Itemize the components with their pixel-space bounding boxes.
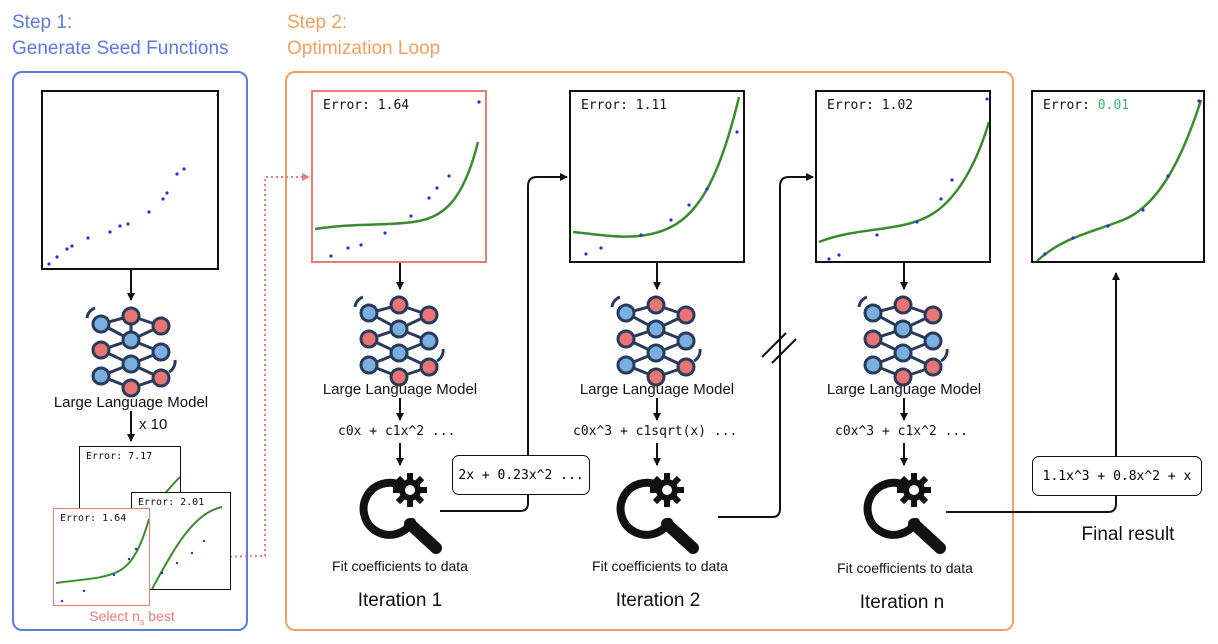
step1-frame: [12, 71, 248, 631]
iteration-n-function: c0x^3 + c1x^2 ...: [835, 424, 969, 439]
step1-title-line2: Generate Seed Functions: [12, 38, 229, 59]
iteration-1-label: Iteration 1: [357, 590, 443, 611]
iteration-1-error-label: Error: 1.64: [323, 98, 410, 113]
final-expression-pill: 1.1x^3 + 0.8x^2 + x: [1032, 456, 1202, 496]
seed-plot-3: Error: 1.64: [53, 508, 150, 606]
iteration-2-label: Iteration 2: [615, 590, 701, 611]
select-best-suffix: best: [144, 608, 175, 624]
final-result-label: Final result: [1081, 524, 1175, 545]
step1-title-line1: Step 1:: [12, 12, 73, 33]
iteration-2-error-label: Error: 1.11: [581, 98, 668, 113]
iteration-1-model-label: Large Language Model: [322, 381, 478, 398]
times-ten-label: x 10: [139, 416, 168, 433]
seed-plot-error-label: Error: 1.64: [60, 513, 127, 524]
select-best-subscript: s: [139, 616, 145, 627]
final-error-value: 0.01: [1097, 98, 1130, 113]
iteration-2-function: c0x^3 + c1sqrt(x) ...: [573, 424, 738, 439]
select-best-prefix: Select n: [89, 608, 140, 624]
iteration-2-plot: Error: 1.11: [569, 90, 745, 263]
iteration-n-error-label: Error: 1.02: [827, 98, 914, 113]
neural-network-icon: [857, 295, 949, 387]
seed-plot-error-label: Error: 2.01: [138, 497, 205, 508]
iteration-n-fit-label: Fit coefficients to data: [837, 560, 973, 576]
iteration-1-fit-label: Fit coefficients to data: [332, 558, 468, 574]
magnifier-gear-icon: [863, 473, 946, 554]
iteration-n-model-label: Large Language Model: [826, 381, 982, 398]
iteration-1-function: c0x + c1x^2 ...: [338, 424, 456, 439]
final-error-label: Error: 0.01: [1043, 98, 1129, 113]
seed-plot-error-label: Error: 7.17: [86, 451, 153, 462]
magnifier-gear-icon: [359, 473, 442, 554]
iteration-n-plot: Error: 1.02: [815, 90, 991, 263]
step1-model-label: Large Language Model: [53, 394, 209, 411]
magnifier-gear-icon: [616, 473, 699, 554]
data-points: [47, 93, 217, 266]
fitted-expression-pill: 2x + 0.23x^2 ...: [452, 455, 590, 495]
step2-title-line2: Optimization Loop: [287, 38, 441, 59]
iteration-2-model-label: Large Language Model: [579, 381, 735, 398]
seed-data-plot: [41, 90, 219, 270]
neural-network-icon: [610, 295, 702, 387]
iteration-1-plot: Error: 1.64: [311, 90, 487, 263]
select-best-label: Select ns best: [60, 608, 204, 627]
iteration-n-label: Iteration n: [859, 592, 945, 613]
step2-title-line1: Step 2:: [287, 12, 348, 33]
final-error-prefix: Error:: [1043, 98, 1098, 113]
neural-network-icon: [85, 306, 177, 398]
seed-scatter-svg: [47, 93, 217, 266]
step2-frame: [285, 71, 1014, 631]
neural-network-icon: [353, 295, 445, 387]
iteration-2-fit-label: Fit coefficients to data: [592, 558, 728, 574]
final-result-plot: Error: 0.01: [1031, 90, 1205, 263]
